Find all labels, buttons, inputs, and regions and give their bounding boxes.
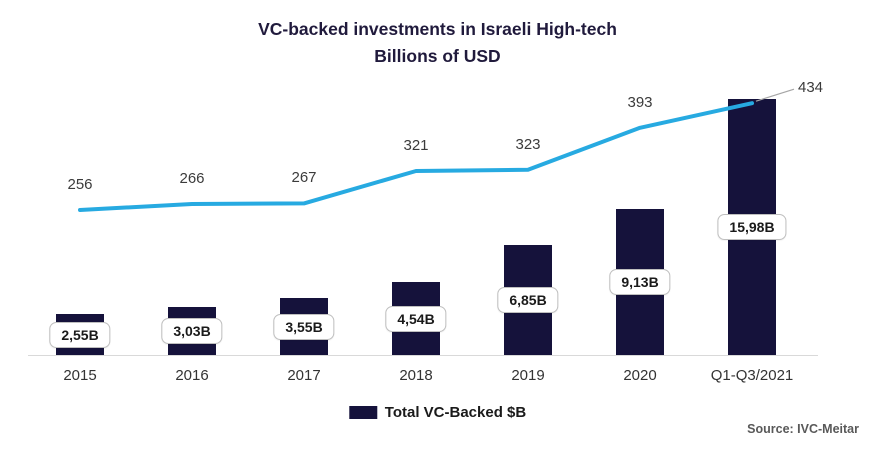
line-value-label-2020: 393 <box>627 93 653 111</box>
line-value-label-2018: 321 <box>403 137 429 154</box>
source-text: Source: IVC-Meitar <box>747 422 859 436</box>
bar-value-label-2016: 3,03B <box>161 317 223 344</box>
chart-title: VC-backed investments in Israeli High-te… <box>0 16 875 70</box>
x-axis-label-2019: 2019 <box>511 367 545 384</box>
x-axis-label-2017: 2017 <box>287 367 321 384</box>
x-axis-label-2018: 2018 <box>399 367 433 384</box>
bar-value-label-2019: 6,85B <box>497 287 559 314</box>
bar-value-label-2018: 4,54B <box>385 305 447 332</box>
trend-line <box>78 101 754 212</box>
bar-value-label-2017: 3,55B <box>273 313 335 340</box>
bar-value-label-Q1-Q3/2021: 15,98B <box>717 214 787 241</box>
line-value-label-2017: 267 <box>291 169 317 187</box>
legend: Total VC-Backed $B <box>348 404 527 421</box>
chart-title-line2: Billions of USD <box>374 46 501 66</box>
x-axis-label-2020: 2020 <box>623 367 657 384</box>
x-axis-label-2016: 2016 <box>175 367 209 384</box>
legend-swatch <box>348 406 377 419</box>
x-axis-line <box>28 355 818 356</box>
chart-title-line1: VC-backed investments in Israeli High-te… <box>258 19 617 39</box>
line-value-label-Q1-Q3/2021: 434 <box>798 79 824 97</box>
x-axis-label-Q1-Q3/2021: Q1-Q3/2021 <box>710 367 794 384</box>
bar-value-label-2020: 9,13B <box>609 268 671 295</box>
legend-label: Total VC-Backed $B <box>384 404 527 421</box>
bar-value-label-2015: 2,55B <box>49 321 111 348</box>
line-value-label-2015: 256 <box>67 176 93 193</box>
line-value-label-2016: 266 <box>179 170 205 187</box>
line-value-label-2019: 323 <box>515 135 541 153</box>
x-axis-label-2015: 2015 <box>63 367 97 384</box>
